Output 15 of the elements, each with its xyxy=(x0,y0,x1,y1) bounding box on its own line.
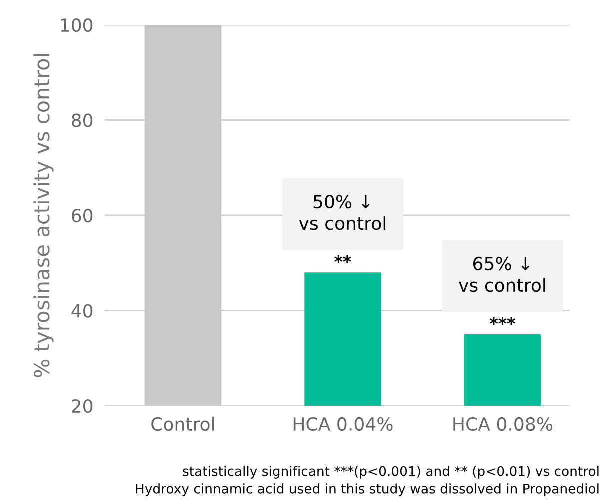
text: statistically significant ***(p<0.001) and ** (p<0.01) vs control xyxy=(183,466,599,479)
y-tick-label: 60 xyxy=(72,208,93,223)
annotation: *** xyxy=(490,317,516,326)
x-tick-label: HCA 0.08% xyxy=(454,417,553,432)
annotation: 50% ↓ vs control xyxy=(299,195,386,230)
y-tick-label: 80 xyxy=(72,114,93,128)
y-tick-label: 20 xyxy=(72,399,93,414)
annotation: ** xyxy=(334,255,352,264)
x-tick-label: Control xyxy=(152,417,214,432)
annotation: 65% ↓ vs control xyxy=(459,256,546,292)
y-tick-label: 40 xyxy=(72,304,93,318)
y-axis-title: % tyrosinase activity vs control xyxy=(34,54,54,378)
x-tick-label: HCA 0.04% xyxy=(294,417,393,432)
y-tick-label: 100 xyxy=(61,18,93,32)
text: Hydroxy cinnamic acid used in this study was dissolved in Propanediol xyxy=(136,484,599,496)
